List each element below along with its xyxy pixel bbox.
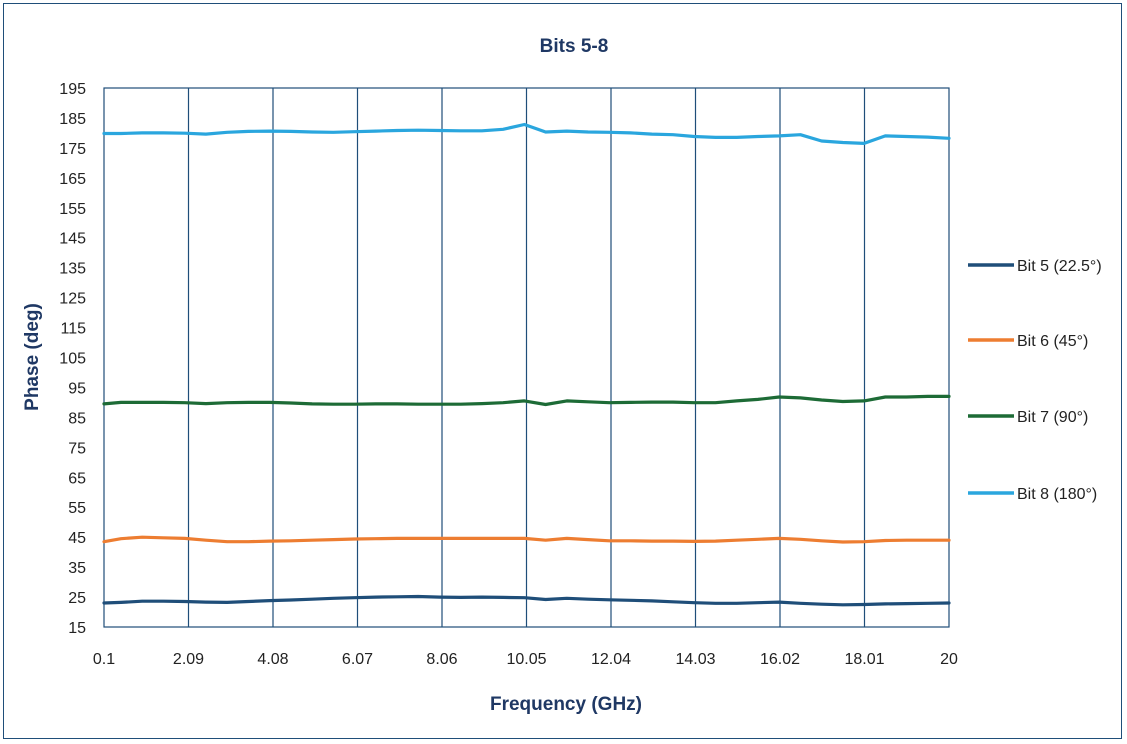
x-axis-ticks: 0.1 2.09 4.08 6.07 8.06 10.05 12.04 14.03 16.02 1…	[93, 651, 958, 668]
legend: Bit 5 (22.5°) Bit 6 (45°) Bit 7 (90°) Bit 8…	[968, 258, 1102, 503]
y-tick-label: 35	[68, 560, 86, 577]
x-tick-label: 14.03	[675, 651, 715, 668]
x-tick-label: 4.08	[257, 651, 288, 668]
y-tick-label: 45	[68, 530, 86, 547]
x-tick-label: 8.06	[426, 651, 457, 668]
series-line-bit-6	[102, 535, 951, 544]
legend-label: Bit 8 (180°)	[1017, 486, 1097, 503]
x-tick-label: 12.04	[591, 651, 631, 668]
y-tick-label: 125	[59, 291, 86, 308]
gridlines	[187, 88, 866, 627]
y-tick-label: 135	[59, 261, 86, 278]
y-tick-label: 95	[68, 380, 86, 397]
y-tick-label: 85	[68, 410, 86, 427]
y-tick-label: 165	[59, 171, 86, 188]
y-tick-label: 75	[68, 440, 86, 457]
x-tick-label: 16.02	[760, 651, 800, 668]
x-tick-label: 10.05	[506, 651, 546, 668]
y-tick-label: 145	[59, 231, 86, 248]
x-axis-title: Frequency (GHz)	[490, 694, 642, 715]
series-line-bit-5	[102, 594, 951, 607]
y-tick-label: 185	[59, 111, 86, 128]
y-tick-label: 115	[60, 321, 86, 338]
y-axis-title: Phase (deg)	[22, 303, 43, 411]
x-tick-label: 2.09	[173, 651, 204, 668]
y-tick-label: 65	[68, 470, 86, 487]
y-tick-label: 105	[59, 351, 86, 368]
series-line-bit-8	[102, 122, 951, 145]
y-tick-label: 15	[68, 620, 86, 637]
x-tick-label: 20	[940, 651, 958, 668]
y-axis-ticks: 15 25 35 45 55 65 75 85 95 105 115 125 135 145 155 165 1…	[59, 81, 86, 637]
x-tick-label: 6.07	[342, 651, 373, 668]
x-tick-label: 0.1	[93, 651, 115, 668]
plot-area	[102, 87, 951, 628]
y-tick-label: 25	[68, 590, 86, 607]
series-lines	[102, 122, 951, 607]
y-tick-label: 55	[68, 500, 86, 517]
y-tick-label: 175	[59, 141, 86, 158]
y-tick-label: 195	[59, 81, 86, 98]
y-tick-label: 155	[59, 201, 86, 218]
chart-frame	[3, 3, 1122, 739]
legend-label: Bit 6 (45°)	[1017, 333, 1088, 350]
series-line-bit-7	[102, 394, 951, 407]
legend-label: Bit 5 (22.5°)	[1017, 258, 1102, 275]
chart-title: Bits 5-8	[540, 36, 609, 57]
legend-label: Bit 7 (90°)	[1017, 409, 1088, 426]
x-tick-label: 18.01	[844, 651, 884, 668]
